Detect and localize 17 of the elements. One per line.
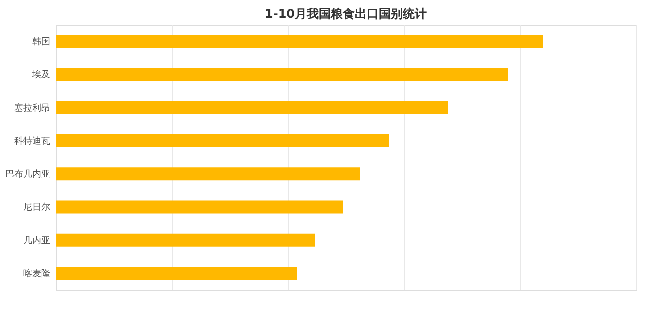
bar [56, 266, 298, 280]
bar [56, 101, 448, 114]
bar [56, 234, 316, 247]
bar [56, 68, 508, 82]
bar [56, 134, 390, 148]
chart-title: 1-10月我国粮食出口国别统计 [264, 7, 428, 21]
y-tick-label: 埃及 [32, 70, 50, 81]
bar [56, 168, 360, 181]
y-tick-label: 巴布几内亚 [6, 169, 50, 180]
y-tick-label: 韩国 [32, 36, 50, 48]
bar [56, 200, 344, 214]
y-tick-label: 塞拉利昂 [14, 102, 50, 114]
bar [56, 35, 544, 48]
y-tick-label: 尼日尔 [24, 202, 50, 214]
y-tick-label: 喀麦隆 [24, 268, 50, 280]
y-tick-label: 几内亚 [24, 235, 50, 246]
y-tick-label: 科特迪瓦 [14, 136, 50, 147]
